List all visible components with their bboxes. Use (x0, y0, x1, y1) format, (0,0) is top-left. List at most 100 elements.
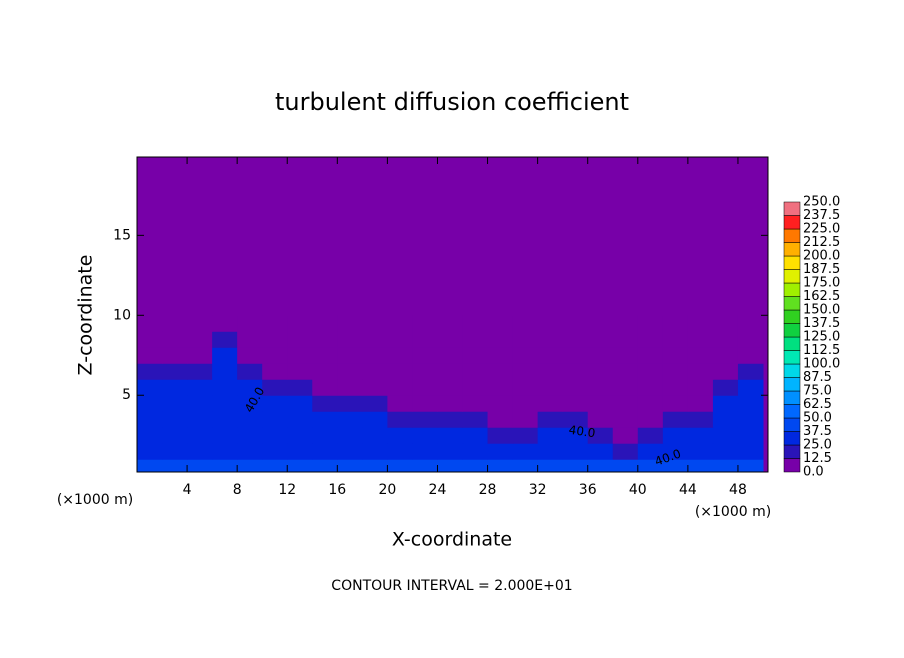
field-cell (637, 395, 664, 412)
field-cell (512, 379, 539, 396)
colorbar-label: 162.5 (803, 289, 840, 304)
field-cell (162, 379, 188, 396)
field-cell (162, 395, 188, 412)
field-cell (287, 331, 313, 348)
field-cell (412, 347, 438, 364)
field-cell (487, 427, 514, 444)
field-cell (562, 363, 589, 380)
field-cell (162, 443, 188, 460)
field-cell (262, 347, 288, 364)
field-cell (462, 443, 489, 460)
field-cell (712, 427, 739, 444)
field-cell (537, 427, 564, 444)
field-cell (737, 395, 764, 412)
field-cell (612, 443, 639, 460)
field-cell (387, 331, 413, 348)
colorbar-swatch (783, 377, 801, 392)
field-cell (612, 347, 639, 364)
field-cell (537, 347, 564, 364)
field-cell (637, 347, 664, 364)
field-cell (387, 411, 413, 428)
field-cell (562, 315, 589, 332)
field-cell (587, 379, 614, 396)
field-cell (362, 315, 388, 332)
field-cell (512, 331, 539, 348)
field-cell (137, 331, 163, 348)
colorbar-swatch (783, 444, 801, 459)
field-cell (237, 427, 263, 444)
field-cell (537, 395, 564, 412)
field-cell (137, 347, 163, 364)
field-cell (362, 411, 388, 428)
field-cell (587, 395, 614, 412)
field-cell (412, 395, 438, 412)
field-cell (287, 363, 313, 380)
field-cell (612, 331, 639, 348)
field-cell (487, 379, 514, 396)
field-cell (562, 379, 589, 396)
field-cell (537, 459, 564, 473)
colorbar-swatch (783, 350, 801, 365)
field-cell (412, 443, 438, 460)
field-cell (712, 331, 739, 348)
field-cell (187, 379, 213, 396)
x-unit: (×1000 m) (695, 504, 771, 520)
field-cell (137, 459, 163, 473)
field-cell (687, 395, 714, 412)
field-cell (212, 427, 238, 444)
field-cell (687, 411, 714, 428)
field-cell (487, 443, 514, 460)
x-tick-label: 32 (529, 482, 547, 498)
field-cell (637, 411, 664, 428)
x-tick-label: 44 (679, 482, 697, 498)
field-cell (337, 379, 363, 396)
field-cell (737, 347, 764, 364)
field-cell (562, 395, 589, 412)
colorbar-label: 150.0 (803, 303, 840, 318)
field-cell (337, 427, 363, 444)
field-cell (362, 347, 388, 364)
field-cell (712, 315, 739, 332)
field-cell (212, 363, 238, 380)
field-cell (312, 379, 338, 396)
field-cell (537, 411, 564, 428)
field-cell (337, 411, 363, 428)
field-cell (237, 379, 263, 396)
field-cell (387, 395, 413, 412)
field-cell (462, 363, 489, 380)
colorbar-label: 125.0 (803, 330, 840, 345)
field-cell (637, 331, 664, 348)
field-cell (387, 459, 413, 473)
x-axis-label: X-coordinate (392, 529, 512, 551)
field-cell (462, 459, 489, 473)
field-cell (412, 331, 438, 348)
field-cell (412, 363, 438, 380)
field-cell (212, 379, 238, 396)
colorbar-swatch (783, 458, 801, 473)
field-cell (387, 363, 413, 380)
field-cell (537, 363, 564, 380)
field-cell (137, 427, 163, 444)
field-cell (687, 315, 714, 332)
colorbar-swatch (783, 228, 801, 243)
y-tick-label: 10 (113, 307, 131, 323)
field-cell (512, 443, 539, 460)
field-cell (162, 315, 188, 332)
field-cell (162, 363, 188, 380)
field-cell (387, 315, 413, 332)
field-cell (162, 347, 188, 364)
field-cell (562, 411, 589, 428)
field-cell (337, 395, 363, 412)
x-tick-label: 20 (378, 482, 396, 498)
field-cell (287, 411, 313, 428)
colorbar-swatch (783, 296, 801, 311)
field-cell (662, 427, 689, 444)
colorbar-label: 37.5 (803, 424, 832, 439)
field-cell (287, 347, 313, 364)
field-cell (687, 363, 714, 380)
field-cell (687, 459, 714, 473)
field-cell (487, 347, 514, 364)
field-cell (737, 379, 764, 396)
field-cell (262, 363, 288, 380)
field-cell (587, 443, 614, 460)
